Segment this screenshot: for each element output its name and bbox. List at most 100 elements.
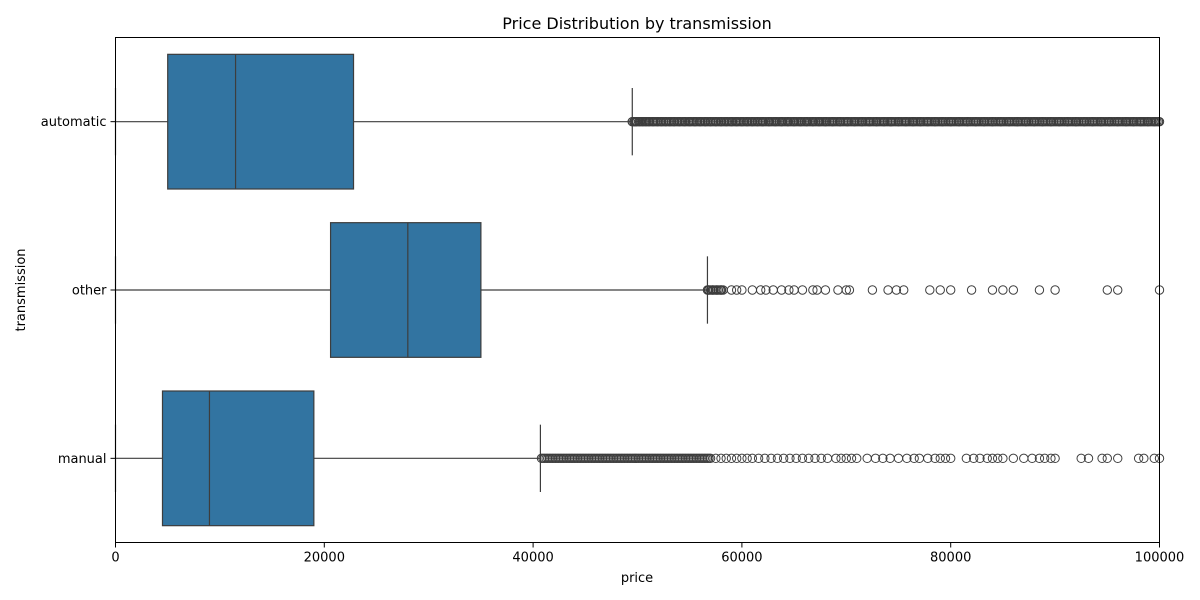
outlier-point <box>674 116 684 127</box>
outlier-point <box>879 116 889 127</box>
outlier-point <box>844 285 855 295</box>
outlier-point <box>1121 116 1131 127</box>
outlier-point <box>772 453 783 464</box>
outlier-point <box>641 116 651 127</box>
outlier-point <box>731 285 742 295</box>
outlier-point <box>975 453 985 464</box>
outlier-point <box>737 285 747 295</box>
outlier-point <box>930 116 940 127</box>
outlier-point <box>862 453 872 464</box>
outlier-point <box>797 285 808 295</box>
outlier-point <box>923 116 933 127</box>
outlier-point <box>940 453 951 464</box>
outlier-point <box>857 116 867 127</box>
outlier-point <box>883 285 893 295</box>
outlier-point <box>909 453 919 464</box>
x-tick-label: 80000 <box>930 551 971 566</box>
outlier-point <box>1113 285 1123 295</box>
outlier-point <box>731 116 742 127</box>
outlier-point <box>893 116 904 127</box>
outlier-point <box>726 116 737 127</box>
outlier-point <box>791 453 801 464</box>
outlier-point <box>878 453 888 464</box>
outlier-point <box>747 116 758 127</box>
box-group-automatic <box>114 53 1165 190</box>
outlier-point <box>846 453 857 464</box>
outlier-point <box>1133 453 1144 464</box>
outlier-point <box>766 453 776 464</box>
outlier-point <box>833 285 843 295</box>
outlier-point <box>1102 285 1113 295</box>
outlier-point <box>705 453 716 464</box>
outlier-point <box>828 116 838 127</box>
y-tick-label: other <box>72 284 107 299</box>
outlier-point <box>1097 453 1107 464</box>
x-tick-label: 20000 <box>304 551 345 566</box>
outlier-point <box>726 453 737 464</box>
outlier-point <box>899 285 909 295</box>
outlier-point <box>852 453 862 464</box>
outlier-point <box>961 453 972 464</box>
outlier-point <box>835 116 845 127</box>
outlier-point <box>1039 453 1050 464</box>
outlier-point <box>783 116 793 127</box>
outlier-point <box>711 116 721 127</box>
outlier-point <box>998 285 1008 295</box>
outlier-point <box>992 453 1003 464</box>
outlier-point <box>1050 285 1060 295</box>
x-tick-label: 60000 <box>721 551 762 566</box>
chart-title: Price Distribution by transmission <box>502 14 771 33</box>
outlier-point <box>982 453 992 464</box>
outlier-point <box>1019 453 1029 464</box>
outlier-point <box>966 285 977 295</box>
outlier-point <box>935 453 945 464</box>
outlier-point <box>886 116 896 127</box>
outlier-point <box>946 285 956 295</box>
outlier-point <box>690 116 700 127</box>
outlier-point <box>721 116 731 127</box>
outlier-point <box>1102 453 1113 464</box>
outlier-point <box>747 285 758 295</box>
outlier-point <box>891 285 902 295</box>
outlier-point <box>679 116 690 127</box>
box-group-other <box>114 222 1165 358</box>
outlier-point <box>836 453 846 464</box>
outlier-point <box>946 453 956 464</box>
outlier-point <box>820 285 831 295</box>
y-axis-label: transmission <box>14 248 29 331</box>
outlier-point <box>789 116 799 127</box>
outlier-point <box>808 285 818 295</box>
outlier-point <box>737 453 747 464</box>
outlier-point <box>923 453 933 464</box>
outlier-point <box>726 285 737 295</box>
outlier-point <box>814 116 824 127</box>
outlier-point <box>810 453 820 464</box>
outlier-point <box>631 116 642 127</box>
outlier-point <box>716 285 726 295</box>
outlier-point <box>784 285 794 295</box>
x-axis-label: price <box>621 571 653 586</box>
outlier-point <box>1027 453 1037 464</box>
outlier-point <box>695 116 705 127</box>
outlier-point <box>1046 453 1056 464</box>
outlier-point <box>842 116 853 127</box>
outlier-point <box>998 453 1008 464</box>
outlier-point <box>864 116 874 127</box>
outlier-point <box>1143 116 1153 127</box>
outlier-point <box>901 116 911 127</box>
y-tick-label: manual <box>58 452 107 467</box>
outlier-point <box>776 285 787 295</box>
outlier-point <box>820 116 831 127</box>
box-iqr-rect <box>167 53 355 190</box>
outlier-point <box>822 453 833 464</box>
outlier-point <box>785 453 795 464</box>
outlier-point <box>716 116 726 127</box>
outlier-point <box>987 453 998 464</box>
outlier-point <box>849 116 860 127</box>
outlier-point <box>700 116 711 127</box>
outlier-point <box>716 453 726 464</box>
outlier-point <box>914 453 925 464</box>
outlier-point <box>797 453 808 464</box>
outlier-point <box>804 453 814 464</box>
